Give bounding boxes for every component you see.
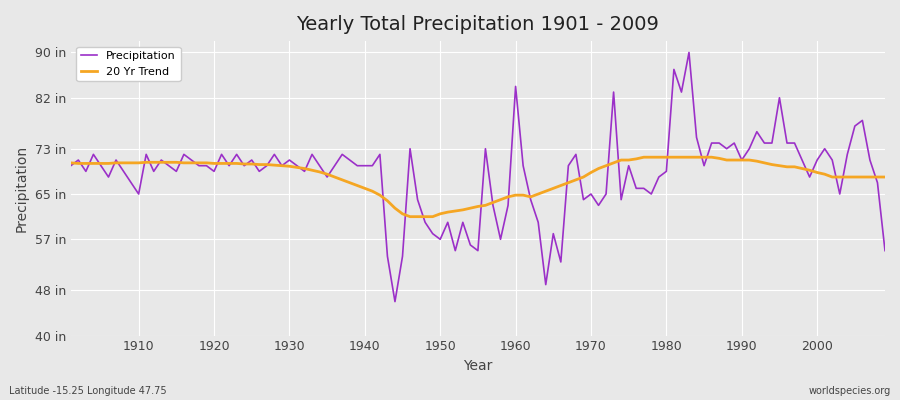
- 20 Yr Trend: [126, 160, 137, 165]
- 20 Yr Trend: [518, 193, 528, 198]
- 20 Yr Trend: [337, 178, 347, 182]
- Precipitation: [66, 163, 77, 168]
- 20 Yr Trend: [66, 160, 77, 165]
- Y-axis label: Precipitation: Precipitation: [15, 145, 29, 232]
- Text: Latitude -15.25 Longitude 47.75: Latitude -15.25 Longitude 47.75: [9, 386, 166, 396]
- Legend: Precipitation, 20 Yr Trend: Precipitation, 20 Yr Trend: [76, 47, 181, 81]
- Precipitation: [608, 90, 619, 94]
- Precipitation: [126, 180, 137, 185]
- Title: Yearly Total Precipitation 1901 - 2009: Yearly Total Precipitation 1901 - 2009: [296, 15, 660, 34]
- Precipitation: [684, 50, 695, 55]
- X-axis label: Year: Year: [464, 359, 492, 373]
- Text: worldspecies.org: worldspecies.org: [809, 386, 891, 396]
- 20 Yr Trend: [405, 214, 416, 219]
- 20 Yr Trend: [638, 155, 649, 160]
- Precipitation: [879, 248, 890, 253]
- Line: 20 Yr Trend: 20 Yr Trend: [71, 157, 885, 217]
- 20 Yr Trend: [608, 160, 619, 165]
- Precipitation: [510, 84, 521, 89]
- 20 Yr Trend: [510, 193, 521, 198]
- Precipitation: [518, 163, 528, 168]
- 20 Yr Trend: [292, 165, 302, 170]
- Precipitation: [337, 152, 347, 157]
- Precipitation: [390, 299, 400, 304]
- 20 Yr Trend: [879, 175, 890, 180]
- Precipitation: [292, 163, 302, 168]
- Line: Precipitation: Precipitation: [71, 52, 885, 302]
